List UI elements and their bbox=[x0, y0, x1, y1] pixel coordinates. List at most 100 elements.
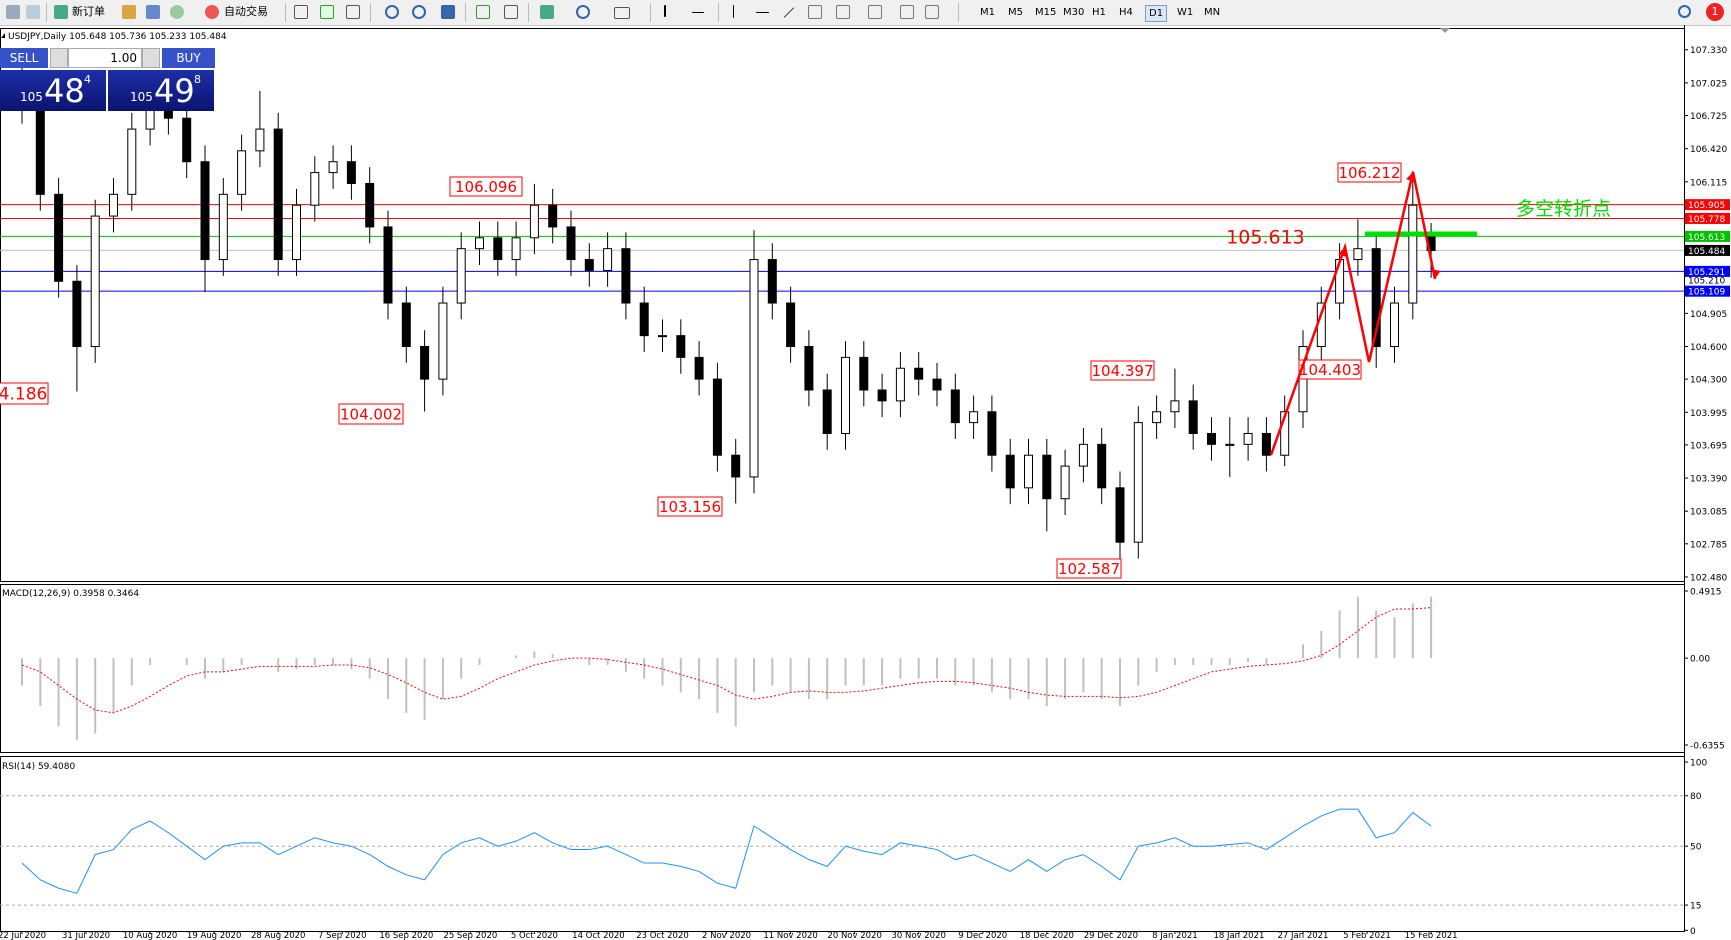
icon[interactable] bbox=[346, 5, 360, 19]
candle-body bbox=[1207, 432, 1216, 445]
icon[interactable] bbox=[664, 5, 666, 17]
candle-body bbox=[841, 356, 850, 434]
timeframe-button[interactable]: M5 bbox=[1008, 7, 1023, 18]
candle-body bbox=[346, 161, 356, 184]
icon[interactable] bbox=[576, 5, 590, 19]
rsi-line bbox=[21, 808, 1432, 894]
timeframe-button[interactable]: H4 bbox=[1119, 7, 1133, 18]
y-tick-label: 102.480 bbox=[1690, 573, 1727, 583]
icon[interactable] bbox=[900, 5, 914, 19]
icon[interactable] bbox=[614, 7, 630, 19]
price-level-tag bbox=[1685, 244, 1730, 256]
separator bbox=[465, 3, 466, 22]
candle-body bbox=[182, 117, 192, 163]
separator bbox=[370, 3, 371, 22]
x-tick-label: 5 Feb 2021 bbox=[1343, 931, 1391, 940]
icon[interactable] bbox=[6, 5, 20, 19]
candle-body bbox=[1115, 487, 1125, 543]
icon[interactable] bbox=[836, 5, 850, 19]
candle-body bbox=[273, 128, 283, 261]
annotation-label: 105.613 bbox=[1226, 226, 1305, 248]
icon bbox=[54, 5, 68, 19]
candle-body bbox=[712, 378, 722, 456]
candle-body bbox=[658, 335, 667, 338]
separator bbox=[650, 3, 651, 22]
timeframe-button[interactable]: W1 bbox=[1177, 7, 1194, 18]
icon[interactable] bbox=[385, 5, 399, 19]
x-tick-label: 25 Sep 2020 bbox=[443, 931, 497, 940]
candle-body bbox=[767, 259, 777, 304]
icon[interactable] bbox=[925, 5, 939, 19]
price-level-tag bbox=[1685, 265, 1730, 277]
chart-title: USDJPY,Daily 105.648 105.736 105.233 105… bbox=[8, 32, 227, 42]
icon[interactable] bbox=[146, 5, 160, 19]
buy-price[interactable]: 105 49 8 bbox=[108, 70, 214, 111]
sell-button[interactable]: SELL bbox=[0, 48, 48, 68]
timeframe-button[interactable]: MN bbox=[1204, 7, 1221, 18]
timeframe-button[interactable]: M30 bbox=[1063, 7, 1085, 18]
candle-body bbox=[932, 378, 942, 391]
icon[interactable] bbox=[122, 5, 136, 19]
candle-body bbox=[621, 248, 631, 304]
icon[interactable] bbox=[170, 5, 184, 19]
candle-body bbox=[603, 248, 613, 271]
lot-increase[interactable] bbox=[142, 48, 160, 68]
y-tick-label: 104.300 bbox=[1690, 376, 1727, 386]
annotation-label: 104.002 bbox=[340, 405, 402, 423]
annotation-box bbox=[338, 403, 404, 425]
lot-input[interactable]: 1.00 bbox=[68, 48, 142, 68]
candle-body bbox=[109, 193, 118, 217]
icon[interactable] bbox=[692, 12, 704, 13]
timeframe-button[interactable]: M1 bbox=[980, 7, 995, 18]
x-tick-label: 5 Oct 2020 bbox=[511, 931, 558, 940]
icon[interactable] bbox=[26, 5, 40, 19]
y-tick-label: 106.115 bbox=[1690, 178, 1727, 188]
price-level-label: 105.778 bbox=[1688, 215, 1725, 225]
candle-body bbox=[328, 161, 338, 174]
x-tick-label: 15 Feb 2021 bbox=[1405, 931, 1458, 940]
icon[interactable] bbox=[294, 5, 308, 19]
toolbar-button[interactable]: 自动交易 bbox=[224, 5, 268, 18]
timeframe-button[interactable]: D1 bbox=[1145, 5, 1168, 22]
annotation-label: 4.186 bbox=[0, 385, 47, 405]
notification-badge[interactable]: 1 bbox=[1706, 3, 1724, 21]
search-icon[interactable] bbox=[1678, 5, 1691, 18]
price-level-label: 105.905 bbox=[1688, 201, 1725, 211]
icon[interactable] bbox=[504, 5, 518, 19]
candle-body bbox=[1097, 443, 1107, 489]
candle-body bbox=[1243, 432, 1253, 445]
icon[interactable] bbox=[441, 5, 455, 19]
x-tick-label: 9 Dec 2020 bbox=[958, 931, 1007, 940]
icon[interactable] bbox=[540, 5, 554, 19]
lot-decrease[interactable] bbox=[50, 48, 68, 68]
icon[interactable] bbox=[412, 5, 426, 19]
macd-signal bbox=[21, 607, 1432, 714]
x-tick-label: 18 Dec 2020 bbox=[1020, 931, 1074, 940]
buy-button[interactable]: BUY bbox=[162, 48, 215, 68]
icon[interactable] bbox=[808, 5, 822, 19]
candle-body bbox=[566, 226, 576, 261]
candle-body bbox=[72, 280, 82, 348]
candle-body bbox=[548, 204, 558, 228]
candle-body bbox=[804, 346, 814, 391]
icon[interactable] bbox=[756, 12, 769, 13]
price-level-label: 105.210 bbox=[1688, 277, 1725, 287]
timeframe-button[interactable]: M15 bbox=[1035, 7, 1057, 18]
toolbar-button[interactable]: 新订单 bbox=[72, 5, 105, 18]
x-tick-label: 20 Nov 2020 bbox=[827, 931, 881, 940]
y-tick-label: 107.330 bbox=[1690, 46, 1727, 56]
candle-body bbox=[895, 367, 905, 402]
icon[interactable] bbox=[868, 5, 882, 19]
annotation-box bbox=[1337, 162, 1402, 183]
icon[interactable] bbox=[783, 7, 795, 18]
icon[interactable] bbox=[733, 5, 734, 18]
icon[interactable] bbox=[320, 5, 334, 19]
x-tick-label: 14 Oct 2020 bbox=[572, 931, 625, 940]
price-level-label: 105.613 bbox=[1688, 233, 1725, 243]
candle-body bbox=[584, 259, 594, 271]
timeframe-button[interactable]: H1 bbox=[1092, 7, 1106, 18]
candle-body bbox=[969, 411, 979, 424]
candle-body bbox=[914, 367, 924, 380]
icon[interactable] bbox=[476, 5, 490, 19]
sell-price[interactable]: 105 48 4 bbox=[0, 70, 106, 111]
